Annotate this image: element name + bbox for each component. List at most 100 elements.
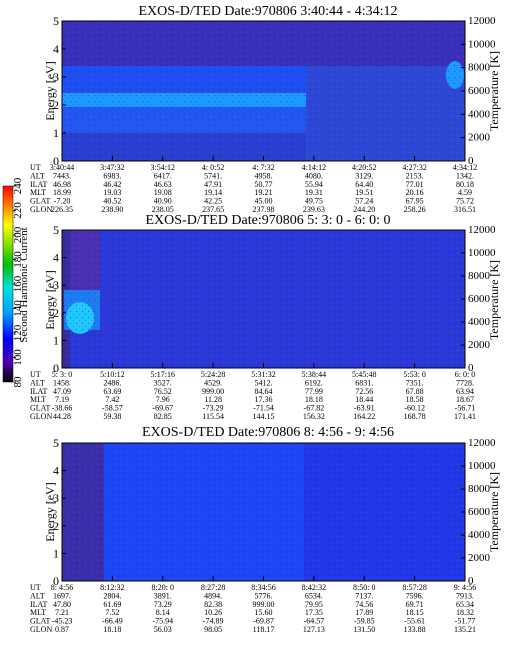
panel-2-eph-cell: 5412.	[255, 378, 273, 387]
panel-1-right-tick-label: 4000	[468, 108, 491, 120]
panel-2-eph-cell: 18.44	[355, 395, 373, 404]
panel-2-eph-cell: 6: 0: 0	[455, 370, 475, 379]
panel-3-y-tick-label: 4	[53, 464, 59, 478]
panel-3-eph-cell: 8:34:56	[251, 583, 275, 592]
panel-2-right-tick-label: 12000	[468, 224, 496, 236]
panel-2-eph-cell: -60.12	[404, 404, 425, 413]
panel-3-eph-row-name: UT	[30, 583, 41, 592]
panel-3-eph-cell: 15.60	[255, 608, 273, 617]
panel-3-right-tick-label: 4000	[468, 529, 491, 541]
panel-2-right-tick-label: 8000	[468, 270, 491, 282]
panel-3-eph-cell: 17.89	[355, 608, 373, 617]
panel-1-eph-row-name: GLAT	[30, 197, 51, 206]
panel-3-eph-cell: 69.71	[406, 600, 424, 609]
panel-3-eph-cell: 79.95	[305, 600, 323, 609]
panel-1-eph-row-name: GLON	[30, 205, 52, 214]
panel-2-eph-cell: -69.67	[152, 404, 173, 413]
panel-1-eph-cell: 6983.	[103, 171, 121, 180]
panel-2-eph-cell: 144.15	[253, 412, 275, 421]
panel-2-eph-cell: 84.64	[255, 387, 273, 396]
panel-3-eph-cell: 7.52	[105, 608, 119, 617]
panel-2-eph-cell: 168.78	[404, 412, 426, 421]
panel-1-eph-cell: 55.94	[305, 180, 323, 189]
panel-1-y-right-axis-label: Temperature [K]	[487, 51, 501, 131]
panel-3-eph-cell: 98.05	[204, 625, 222, 634]
panel-2-eph-cell: 6831.	[355, 378, 373, 387]
panel-1-eph-cell: 4958.	[255, 171, 273, 180]
panel-2-y-tick-label: 5	[53, 223, 59, 237]
panel-2-eph-cell: 17.36	[255, 395, 273, 404]
panel-2-eph-row-name: ALT	[30, 378, 45, 387]
panel-2-y-axis-label: Energy [eV]	[43, 270, 57, 329]
panel-3-eph-cell: -55.61	[404, 617, 425, 626]
colorbar: 80 100 120 140 160 180 200 220 240 Second Harmon…	[2, 177, 30, 388]
panel-1-eph-cell: 77.01	[406, 180, 424, 189]
panel-1-eph-cell: 4.59	[458, 188, 472, 197]
panel-1-right-tick-label: 6000	[468, 85, 491, 97]
panel-1-eph-cell: 238.90	[101, 205, 123, 214]
panel-3-right-tick-label: 8000	[468, 483, 491, 495]
panel-3-eph-cell: 18.15	[406, 608, 424, 617]
panel-2: EXOS-D/TED Date:970806 5: 3: 0 - 6: 0: 0…	[30, 213, 501, 421]
panel-1-eph-cell: 4: 0:52	[202, 163, 224, 172]
panel-1-eph-cell: 19.08	[154, 188, 172, 197]
panel-1-eph-cell: 4080.	[305, 171, 323, 180]
panel-1-eph-cell: 19.03	[103, 188, 121, 197]
panel-3-eph-cell: 18.32	[456, 608, 474, 617]
panel-1-eph-cell: 50.77	[255, 180, 273, 189]
panel-3-eph-cell: 7596.	[406, 591, 424, 600]
panel-3-eph-cell: 8.14	[156, 608, 170, 617]
panel-2-eph-cell: 5:24:28	[201, 370, 225, 379]
panel-2-eph-cell: 4529.	[204, 378, 222, 387]
panel-3-eph-cell: 8:50: 0	[353, 583, 375, 592]
panel-1-eph-cell: 40.52	[103, 197, 121, 206]
panel-2-eph-cell: -58.57	[102, 404, 123, 413]
panel-1-eph-cell: 226.35	[51, 205, 73, 214]
panel-1-title: EXOS-D/TED Date:970806 3:40:44 - 4:34:12	[139, 4, 398, 19]
panel-2-eph-cell: 72.56	[355, 387, 373, 396]
panel-1-eph-cell: 67.95	[406, 197, 424, 206]
colorbar-tick-label: 140	[12, 300, 24, 317]
panel-3-eph-cell: -74.89	[203, 617, 224, 626]
panel-3-eph-cell: -75.94	[152, 617, 173, 626]
panel-3-eph-cell: -69.87	[253, 617, 274, 626]
panel-1-eph-cell: 4:20:52	[352, 163, 376, 172]
panel-3-title: EXOS-D/TED Date:970806 8: 4:56 - 9: 4:56	[142, 425, 394, 440]
panel-3-y-tick-label: 0	[53, 574, 59, 588]
panel-1-eph-cell: 3129.	[355, 171, 373, 180]
panel-1-eph-cell: 258.26	[404, 205, 426, 214]
panel-3-eph-row-name: MLT	[30, 608, 46, 617]
panel-3-eph-cell: 8:12:32	[100, 583, 124, 592]
panel-2-eph-cell: 5:10:12	[100, 370, 124, 379]
panel-3-eph-cell: 131.50	[353, 625, 375, 634]
panel-3-right-tick-label: 12000	[468, 437, 496, 449]
panel-2-eph-cell: 7351.	[406, 378, 424, 387]
panel-1-y-tick-label: 3	[53, 70, 59, 84]
panel-2-y-tick-label: 3	[53, 278, 59, 292]
panel-1-y-tick-label: 4	[53, 42, 59, 56]
panel-1-eph-cell: 6417.	[154, 171, 172, 180]
panel-1-eph-cell: 237.98	[253, 205, 275, 214]
panel-3-eph-row-name: ILAT	[30, 600, 47, 609]
panel-2-y-tick-label: 4	[53, 251, 59, 265]
panel-1-y-tick-label: 5	[53, 14, 59, 28]
panel-1-eph-cell: 244.20	[353, 205, 375, 214]
panel-3-eph-cell: 7.21	[55, 608, 69, 617]
panel-3-eph-cell: -45.23	[52, 617, 73, 626]
panel-1-eph-cell: 64.40	[355, 180, 373, 189]
panel-2-eph-cell: 156.32	[303, 412, 325, 421]
panel-1-eph-cell: 7443.	[53, 171, 71, 180]
panel-2-eph-cell: -63.91	[354, 404, 375, 413]
panel-1-eph-cell: 49.75	[305, 197, 323, 206]
panel-2-right-tick-label: 2000	[468, 339, 491, 351]
panel-3-right-tick-label: 6000	[468, 506, 491, 518]
panel-3-eph-cell: -59.85	[354, 617, 375, 626]
panel-1-eph-cell: 2153.	[406, 171, 424, 180]
panel-3-eph-cell: 56.03	[154, 625, 172, 634]
panel-2-eph-cell: 5:45:48	[352, 370, 376, 379]
panel-1-eph-cell: 5741.	[204, 171, 222, 180]
panel-2-eph-cell: 63.69	[103, 387, 121, 396]
panel-1-eph-cell: 42.25	[204, 197, 222, 206]
panel-2-eph-cell: -67.82	[304, 404, 325, 413]
panel-2-eph-cell: 115.54	[202, 412, 224, 421]
